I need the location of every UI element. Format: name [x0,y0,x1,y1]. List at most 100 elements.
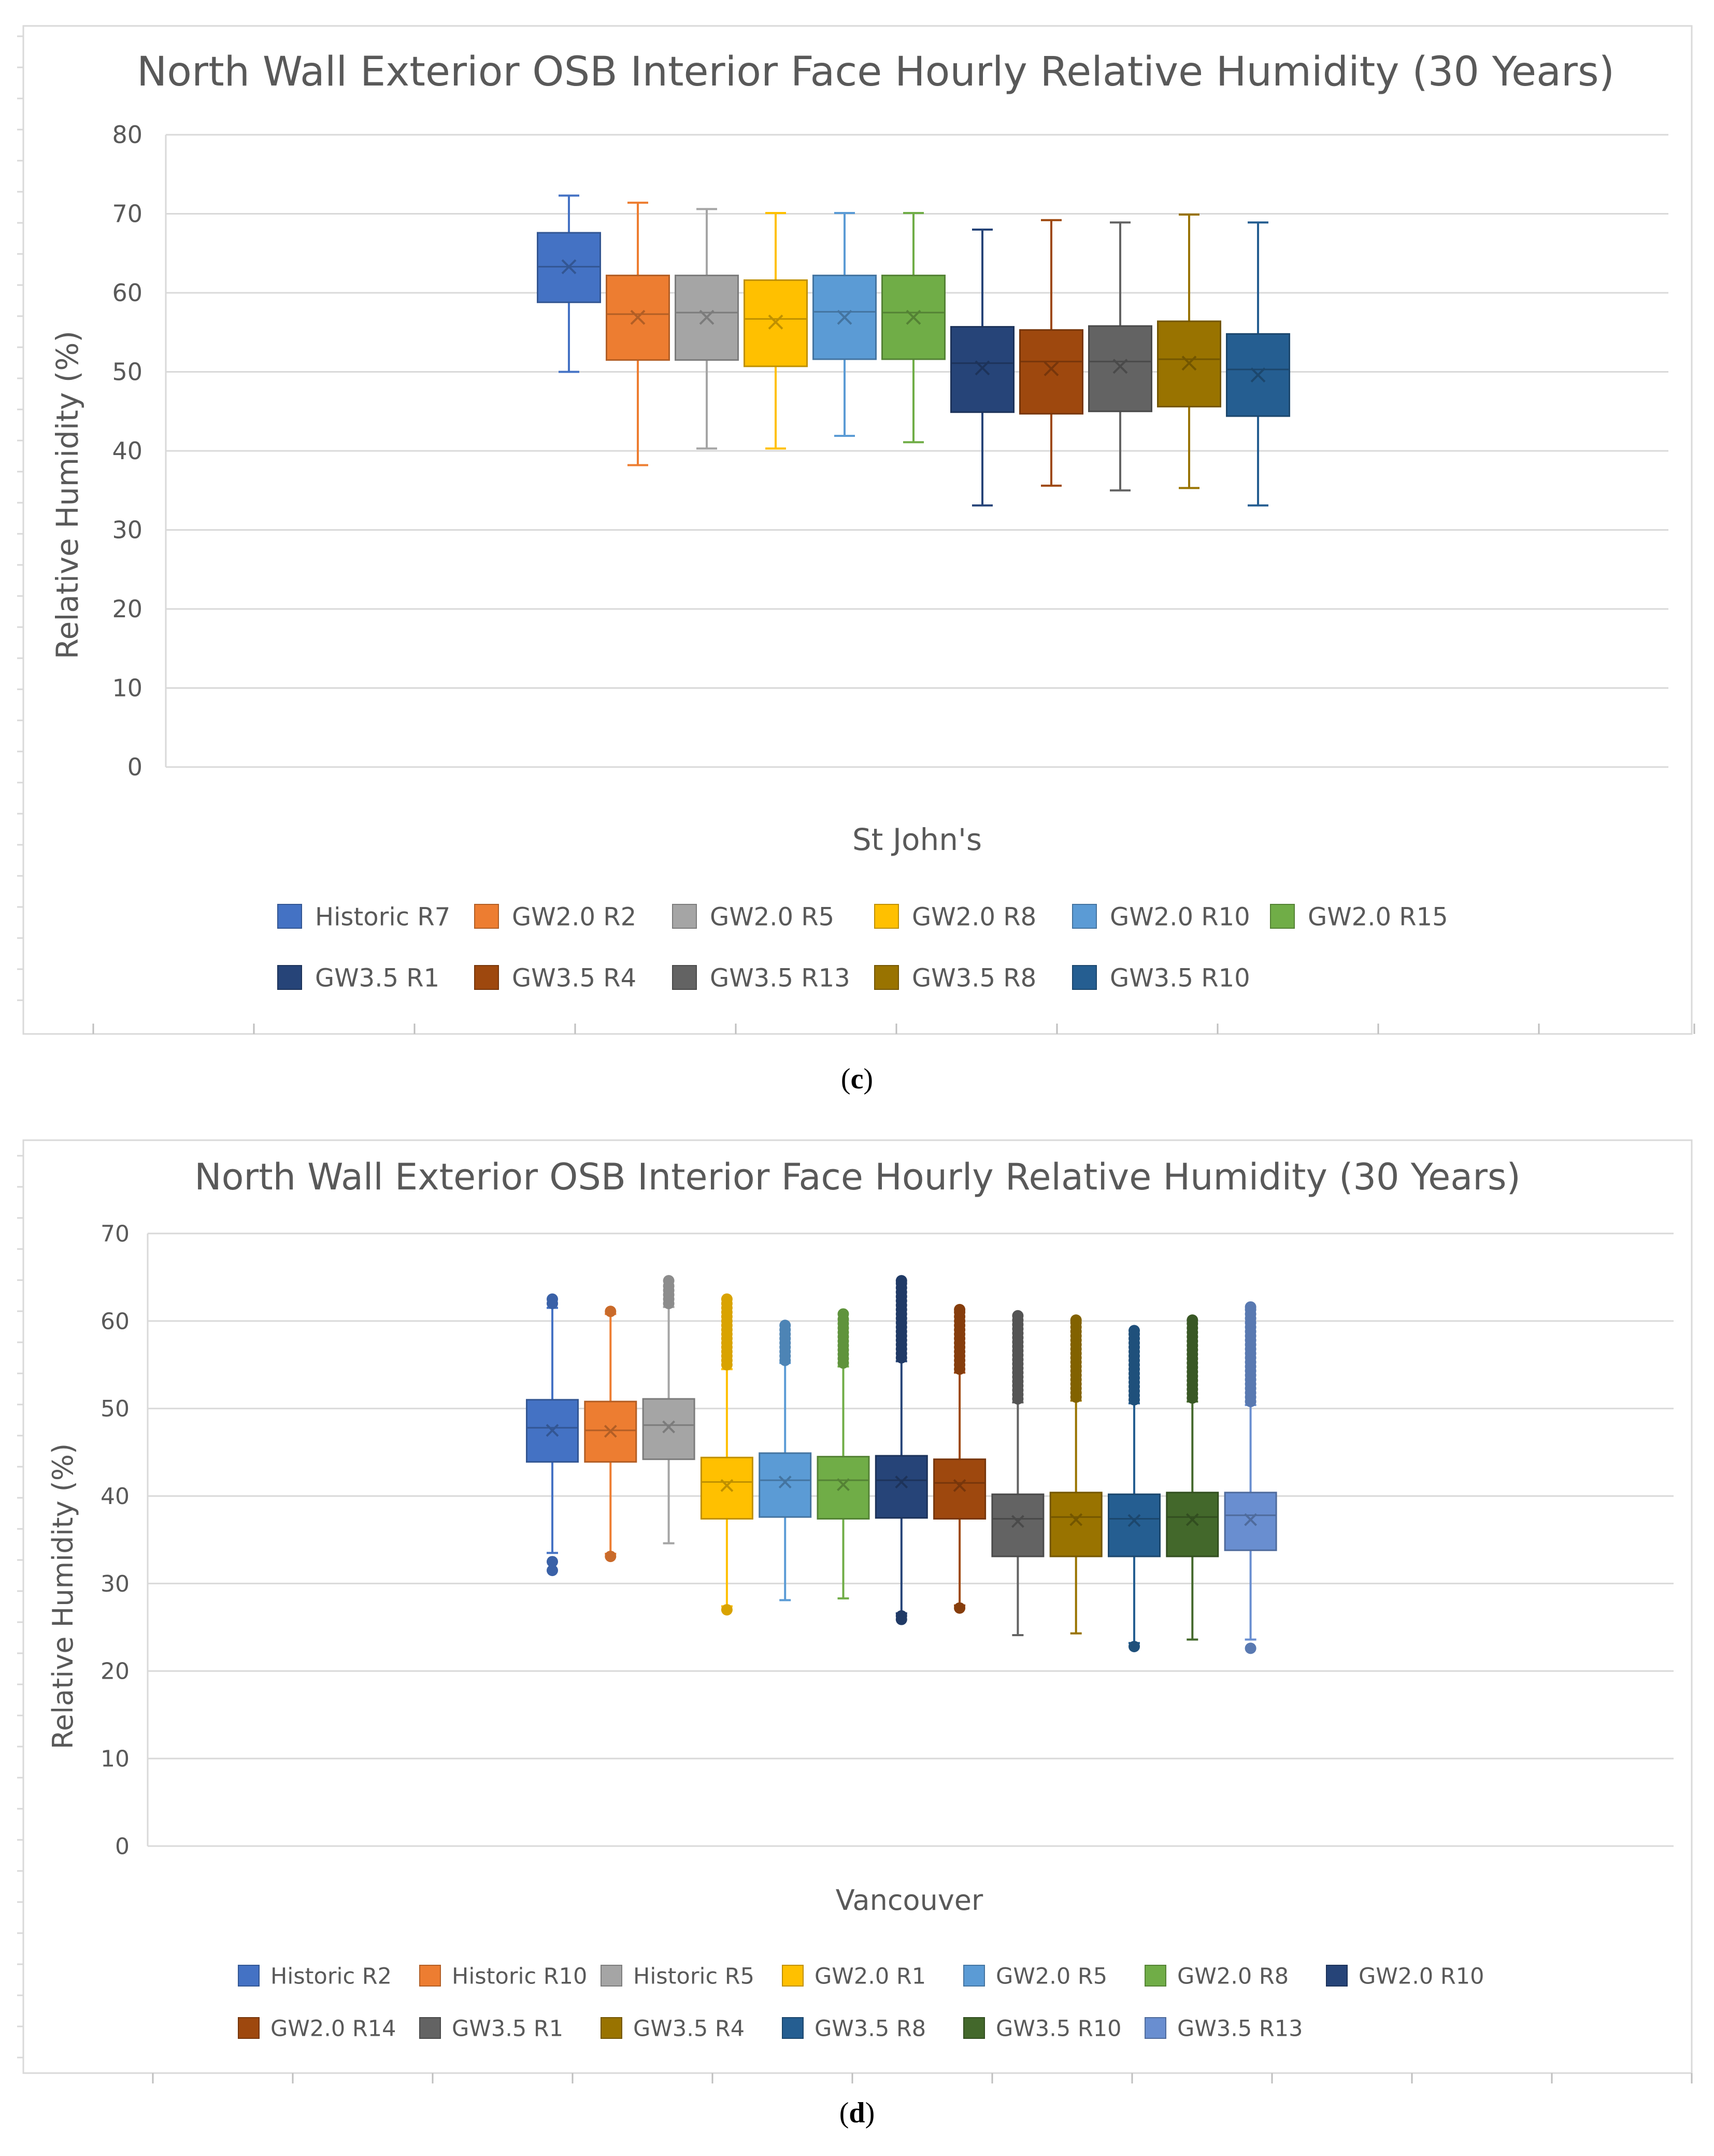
legend-swatch [963,1965,985,1987]
outlier-point [605,1306,617,1317]
mean-marker [837,309,852,325]
legend-item: GW2.0 R10 [1326,1963,1484,1989]
mean-marker [604,1425,617,1438]
y-tick-label: 0 [127,753,142,781]
mean-marker [1127,1514,1141,1527]
mean-marker [953,1479,966,1492]
box-gw3-5-r13 [1088,221,1152,492]
outlier-point [837,1308,849,1320]
box-gw3-5-r8 [1157,214,1221,489]
legend-item: Historic R2 [238,1963,392,1989]
caption-letter: d [849,2097,865,2129]
box-gw3-5-r8 [1108,1325,1161,1653]
iqr-box [991,1493,1045,1557]
box-gw3-5-r10 [1226,221,1290,507]
legend-item: GW2.0 R5 [672,902,834,931]
mean-marker [561,259,577,275]
iqr-box [1088,325,1152,413]
legend-swatch [238,1965,260,1987]
x-axis-label: Vancouver [836,1884,983,1917]
box-gw2-0-r10 [875,1275,928,1625]
y-tick-label: 70 [112,200,142,228]
legend-swatch [1145,2017,1166,2039]
mean-marker [975,360,990,376]
mean-marker [1250,367,1266,383]
iqr-box [1224,1492,1277,1551]
legend-label: GW2.0 R5 [996,1963,1107,1989]
box-historic-r7 [537,194,601,373]
legend-item: GW3.5 R4 [601,2016,745,2041]
outlier-point [1070,1314,1082,1326]
box-series [526,1275,1277,1654]
legend-label: GW3.5 R8 [912,963,1036,992]
outlier-point [663,1275,675,1287]
chart-panel-d: North Wall Exterior OSB Interior Face Ho… [0,1130,1714,2156]
legend-label: GW3.5 R1 [315,963,439,992]
legend-item: Historic R10 [419,1963,587,1989]
y-tick-label: 70 [101,1221,130,1247]
box-gw3-5-r1 [991,1310,1045,1637]
outlier-point [547,1293,558,1305]
mean-marker [1185,1513,1199,1526]
outlier-point [1129,1325,1140,1337]
y-tick-label: 50 [112,358,142,386]
legend-item: GW3.5 R1 [277,963,439,992]
legend-label: GW2.0 R2 [512,902,636,931]
mean-marker [1069,1513,1083,1526]
outlier-point [779,1320,791,1331]
mean-marker [768,315,783,330]
legend-swatch [874,965,899,990]
outlier-point [954,1303,966,1315]
outlier-point [605,1551,617,1563]
box-series [537,194,1290,507]
box-gw3-5-r4 [1049,1314,1103,1635]
outlier-point [1187,1314,1198,1326]
legend-swatch [874,904,899,929]
iqr-box [759,1452,812,1518]
iqr-box [606,274,670,361]
mean-marker [895,1476,908,1488]
y-tick-label: 0 [115,1833,130,1860]
legend-item: GW2.0 R8 [874,902,1036,931]
box-historic-r10 [584,1306,637,1563]
legend-label: GW3.5 R8 [815,2016,926,2041]
outlier-point [1245,1642,1256,1654]
legend-label: GW2.0 R8 [1177,1963,1289,1989]
legend-item: GW2.0 R10 [1072,902,1250,931]
legend-label: GW2.0 R15 [1308,902,1448,931]
iqr-box [1166,1492,1219,1557]
outlier-point [721,1604,733,1616]
box-gw3-5-r1 [950,229,1015,507]
outlier-point [547,1565,558,1577]
legend-swatch [1145,1965,1166,1987]
y-tick-label: 50 [101,1396,130,1422]
legend-swatch [672,965,697,990]
box-historic-r5 [642,1275,695,1544]
legend-item: GW2.0 R5 [963,1963,1107,1989]
chart-title: North Wall Exterior OSB Interior Face Ho… [137,49,1615,95]
legend-swatch [1270,904,1295,929]
legend-swatch [1326,1965,1348,1987]
y-tick-label: 20 [101,1658,130,1685]
mean-marker [1244,1513,1258,1526]
box-gw2-0-r8 [817,1308,870,1600]
grid [147,1232,1674,1847]
box-gw2-0-r2 [606,202,670,466]
legend-item: GW3.5 R4 [474,963,636,992]
y-tick-label: 80 [112,121,142,149]
box-gw3-5-r10 [1166,1314,1219,1641]
box-gw3-5-r4 [1019,219,1083,487]
y-axis-label: Relative Humidity (%) [47,1443,79,1749]
outlier-point [1012,1310,1024,1322]
iqr-box [875,1455,928,1519]
legend-item: GW3.5 R8 [782,2016,926,2041]
mean-marker [1181,356,1197,371]
outlier-point [1129,1641,1140,1653]
box-gw2-0-r15 [881,211,946,444]
caption-c: (c) [840,1063,874,1095]
y-tick-label: 20 [112,595,142,623]
mean-marker [778,1476,792,1488]
legend-swatch [782,2017,804,2039]
legend-label: Historic R2 [270,1963,392,1989]
legend-label: GW2.0 R8 [912,902,1036,931]
